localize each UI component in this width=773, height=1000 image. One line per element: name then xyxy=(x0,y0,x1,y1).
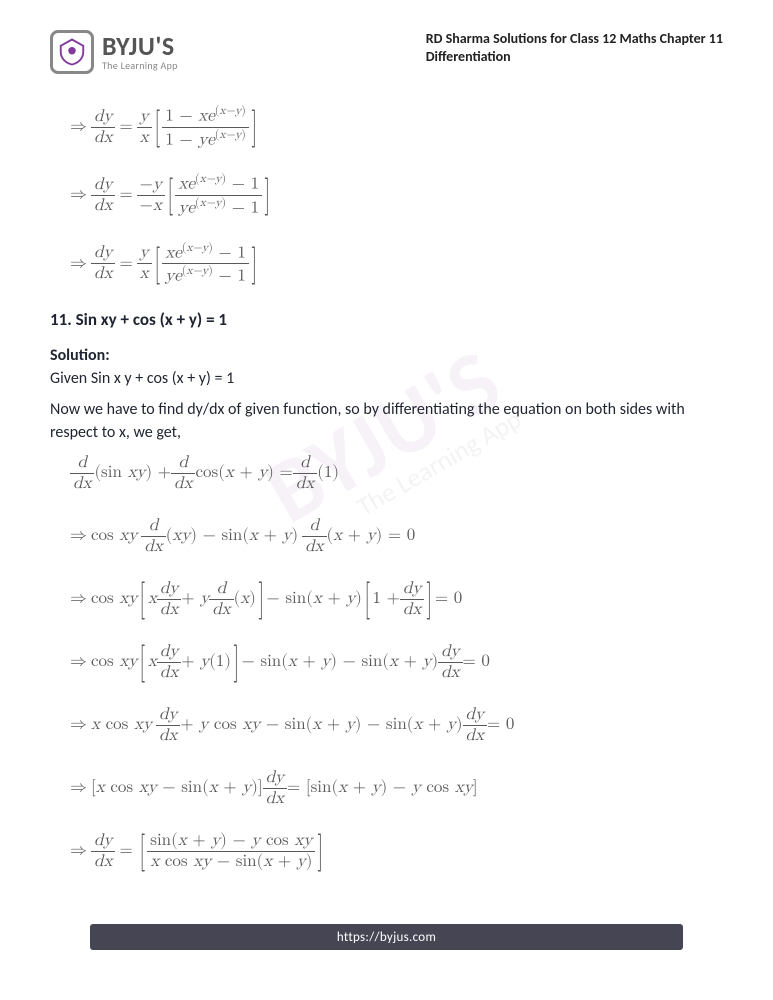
equation-top-1: ⇒ dydx = yx [ 1 − xe(x−y) 1 − ye(x−y) ] xyxy=(70,104,723,150)
solution-step-6: ⇒ [x cos xy − sin(x + y)] dydx = [sin(x … xyxy=(70,768,723,809)
brand-logo: BYJU'S The Learning App xyxy=(50,30,178,74)
solution-step-1: ddx (sin xy) + ddx cos(x + y) = ddx (1) xyxy=(70,453,723,494)
question-number: 11. xyxy=(50,309,72,330)
solution-step-3: ⇒ cos xy [ x dydx + y ddx (x) ] − sin(x … xyxy=(70,579,723,620)
doc-title-line1: RD Sharma Solutions for Class 12 Maths C… xyxy=(426,30,723,47)
doc-title: RD Sharma Solutions for Class 12 Maths C… xyxy=(426,30,723,66)
solution-step-5: ⇒ x cos xy dydx + y cos xy − sin(x + y) … xyxy=(70,705,723,746)
solution-step-4: ⇒ cos xy [ x dydx + y(1) ] − sin(x + y) … xyxy=(70,642,723,683)
question-title: 11. Sin xy + cos (x + y) = 1 xyxy=(50,309,723,330)
solution-given: Given Sin x y + cos (x + y) = 1 xyxy=(50,367,723,390)
doc-title-line2: Differentiation xyxy=(426,48,511,65)
question-statement: Sin xy + cos (x + y) = 1 xyxy=(76,309,227,330)
solution-explain: Now we have to find dy/dx of given funct… xyxy=(50,398,723,444)
brand-name: BYJU'S xyxy=(102,33,178,59)
page-header: BYJU'S The Learning App RD Sharma Soluti… xyxy=(50,30,723,74)
footer-bar: https://byjus.com xyxy=(90,924,683,950)
solution-step-2: ⇒ cos xy ddx (xy) − sin(x + y) ddx (x + … xyxy=(70,516,723,557)
solution-label: Solution: xyxy=(50,346,723,365)
brand-tagline: The Learning App xyxy=(102,59,178,72)
equation-top-2: ⇒ dydx = −y−x [ xe(x−y) − 1 ye(x−y) − 1 … xyxy=(70,172,723,218)
solution-step-7: ⇒ dydx = [ sin(x + y) − y cos xy x cos x… xyxy=(70,831,723,872)
logo-badge-icon xyxy=(50,30,94,74)
footer-url: https://byjus.com xyxy=(337,930,436,945)
equation-top-3: ⇒ dydx = yx [ xe(x−y) − 1 ye(x−y) − 1 ] xyxy=(70,241,723,287)
